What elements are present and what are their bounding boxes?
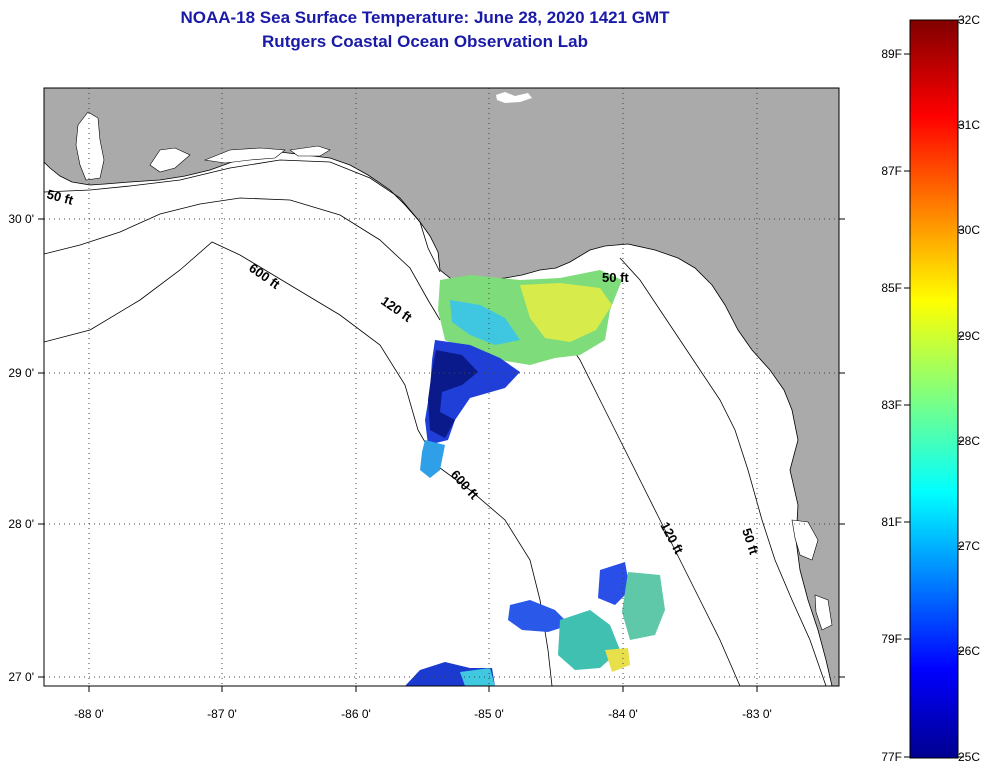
contour-50ft-florida (619, 257, 827, 686)
colorbar-f-label: 85F (881, 281, 902, 295)
lake-white (496, 92, 532, 103)
st-andrews-bay (289, 145, 331, 157)
colorbar-ticks (904, 19, 964, 758)
sst-patch-far-south-e (605, 648, 630, 672)
lon-label: -87 0' (207, 707, 237, 721)
sst-patch-north-cyan (450, 300, 520, 345)
sst-data (405, 270, 665, 686)
lon-label: -83 0' (742, 707, 772, 721)
colorbar-c-label: 28C (958, 434, 980, 448)
map-title: NOAA-18 Sea Surface Temperature: June 28… (180, 8, 670, 27)
sst-patch-navy (428, 350, 478, 438)
colorbar-f-label: 89F (881, 47, 902, 61)
colorbar-c-label: 26C (958, 644, 980, 658)
axis-ticks (38, 218, 845, 692)
colorbar-c-label: 30C (958, 223, 980, 237)
colorbar-f-label: 87F (881, 164, 902, 178)
map-subtitle: Rutgers Coastal Ocean Observation Lab (262, 32, 588, 51)
sst-patch-far-south-a (508, 600, 570, 632)
lon-label: -84 0' (608, 707, 638, 721)
choctawhatchee-bay (203, 147, 286, 164)
colorbar-f-label: 81F (881, 515, 902, 529)
mobile-bay (75, 111, 105, 181)
contour-label: 50 ft (602, 270, 629, 285)
land-mass (44, 88, 839, 686)
colorbar-c-label: 27C (958, 539, 980, 553)
lat-label: 30 0' (8, 212, 34, 226)
contour-600ft (44, 241, 553, 686)
colorbar-c-label: 32C (958, 13, 980, 27)
colorbar-f-label: 83F (881, 398, 902, 412)
charlotte-harbor (814, 594, 833, 631)
colorbar (909, 19, 959, 759)
lon-label: -86 0' (341, 707, 371, 721)
map-frame (43, 87, 840, 687)
depth-contours (44, 159, 827, 686)
colorbar-f-label: 79F (881, 632, 902, 646)
lat-label: 29 0' (8, 366, 34, 380)
sst-patch-bottom-cyan (460, 668, 495, 686)
sst-patch-far-south-c (598, 562, 630, 605)
contour-50ft (44, 159, 441, 273)
lon-label: -85 0' (474, 707, 504, 721)
sst-patch-north-yellow (520, 283, 612, 342)
sst-patch-far-south-b (558, 610, 620, 670)
lat-label: 27 0' (8, 670, 34, 684)
colorbar-c-label: 31C (958, 118, 980, 132)
lon-label: -88 0' (74, 707, 104, 721)
sst-patch-far-south-d (622, 572, 665, 640)
colorbar-f-label: 77F (881, 750, 902, 764)
colorbar-c-label: 25C (958, 750, 980, 764)
contour-label: 50 ft (45, 186, 75, 208)
tampa-bay (791, 519, 819, 561)
contour-120ft-florida (559, 329, 741, 686)
colorbar-c-label: 29C (958, 329, 980, 343)
pensacola-bay (149, 147, 191, 173)
lat-label: 28 0' (8, 517, 34, 531)
sst-patch-southwest-cyan (420, 440, 445, 478)
contour-120ft (44, 197, 441, 321)
